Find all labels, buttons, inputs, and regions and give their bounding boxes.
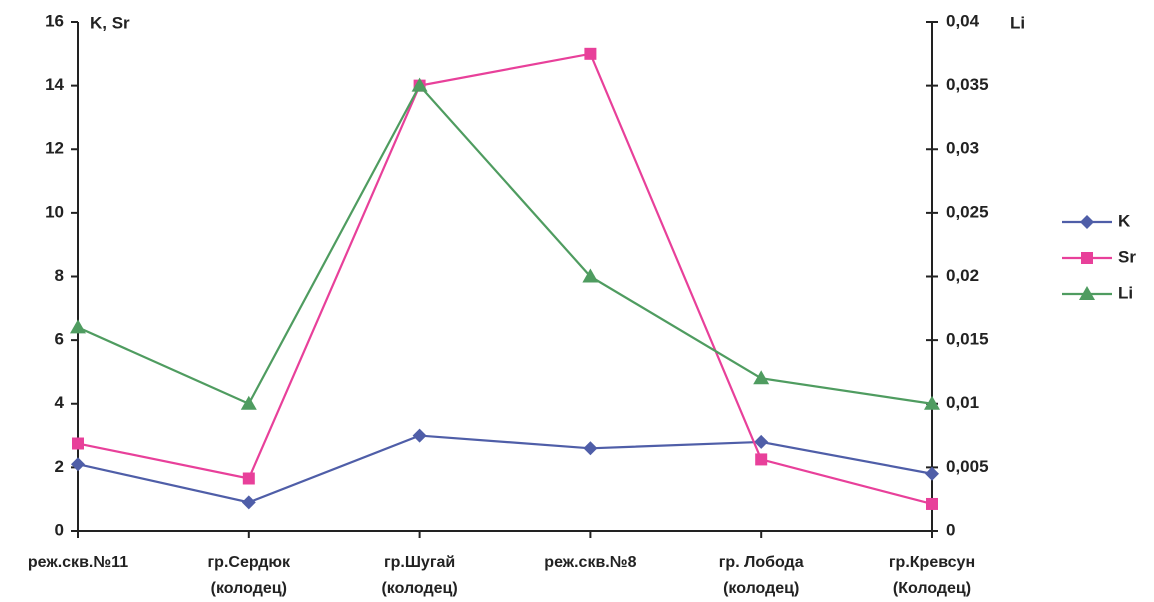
y2-tick-label: 0,025 bbox=[946, 202, 989, 221]
marker bbox=[242, 472, 255, 485]
marker bbox=[754, 434, 769, 449]
legend-label: Li bbox=[1118, 283, 1133, 302]
x-tick-label: гр.Сердюк (колодец) bbox=[207, 554, 291, 597]
marker bbox=[1081, 252, 1093, 264]
marker bbox=[70, 319, 86, 334]
y-tick-label: 10 bbox=[45, 202, 64, 221]
marker bbox=[926, 497, 938, 510]
marker bbox=[925, 466, 939, 481]
marker bbox=[584, 47, 597, 60]
y2-tick-label: 0,005 bbox=[946, 457, 989, 476]
x-tick-label: гр.Шугай (колодец) bbox=[381, 554, 458, 597]
x-tick-label: гр. Лобода (колодец) bbox=[718, 554, 804, 597]
marker bbox=[412, 428, 427, 443]
y2-tick-label: 0,035 bbox=[946, 75, 989, 94]
legend-label: K bbox=[1118, 211, 1131, 230]
y-tick-label: 14 bbox=[45, 75, 64, 94]
y-tick-label: 12 bbox=[45, 139, 64, 158]
marker bbox=[241, 495, 256, 510]
marker bbox=[72, 437, 84, 450]
y2-tick-label: 0,015 bbox=[946, 330, 989, 349]
marker bbox=[240, 395, 257, 410]
legend-label: Sr bbox=[1118, 247, 1136, 266]
y-tick-label: 6 bbox=[55, 330, 64, 349]
y-axis-title: K, Sr bbox=[90, 13, 130, 32]
y-tick-label: 2 bbox=[55, 457, 64, 476]
x-tick-label: гр.Кревсун (Колодец) bbox=[888, 554, 976, 597]
y-tick-label: 8 bbox=[55, 266, 64, 285]
y-tick-label: 0 bbox=[55, 520, 64, 539]
marker bbox=[411, 77, 428, 92]
marker bbox=[755, 453, 768, 466]
y2-tick-label: 0 bbox=[946, 520, 955, 539]
y-tick-label: 4 bbox=[55, 393, 65, 412]
y2-tick-label: 0,02 bbox=[946, 266, 979, 285]
series-line bbox=[77, 83, 933, 406]
y2-tick-label: 0,04 bbox=[946, 11, 980, 30]
marker bbox=[1079, 286, 1095, 300]
y-tick-label: 16 bbox=[45, 11, 64, 30]
y2-axis-title: Li bbox=[1010, 13, 1025, 32]
marker bbox=[924, 395, 940, 410]
series-line bbox=[77, 52, 933, 506]
marker bbox=[1080, 215, 1094, 229]
y2-tick-label: 0,01 bbox=[946, 393, 979, 412]
marker bbox=[71, 457, 85, 472]
marker bbox=[583, 441, 598, 456]
marker bbox=[753, 370, 770, 385]
x-tick-label: реж.скв.№11 bbox=[27, 554, 129, 571]
series-line bbox=[77, 434, 933, 504]
marker bbox=[582, 268, 599, 283]
x-tick-label: реж.скв.№8 bbox=[544, 554, 637, 571]
y2-tick-label: 0,03 bbox=[946, 139, 979, 158]
